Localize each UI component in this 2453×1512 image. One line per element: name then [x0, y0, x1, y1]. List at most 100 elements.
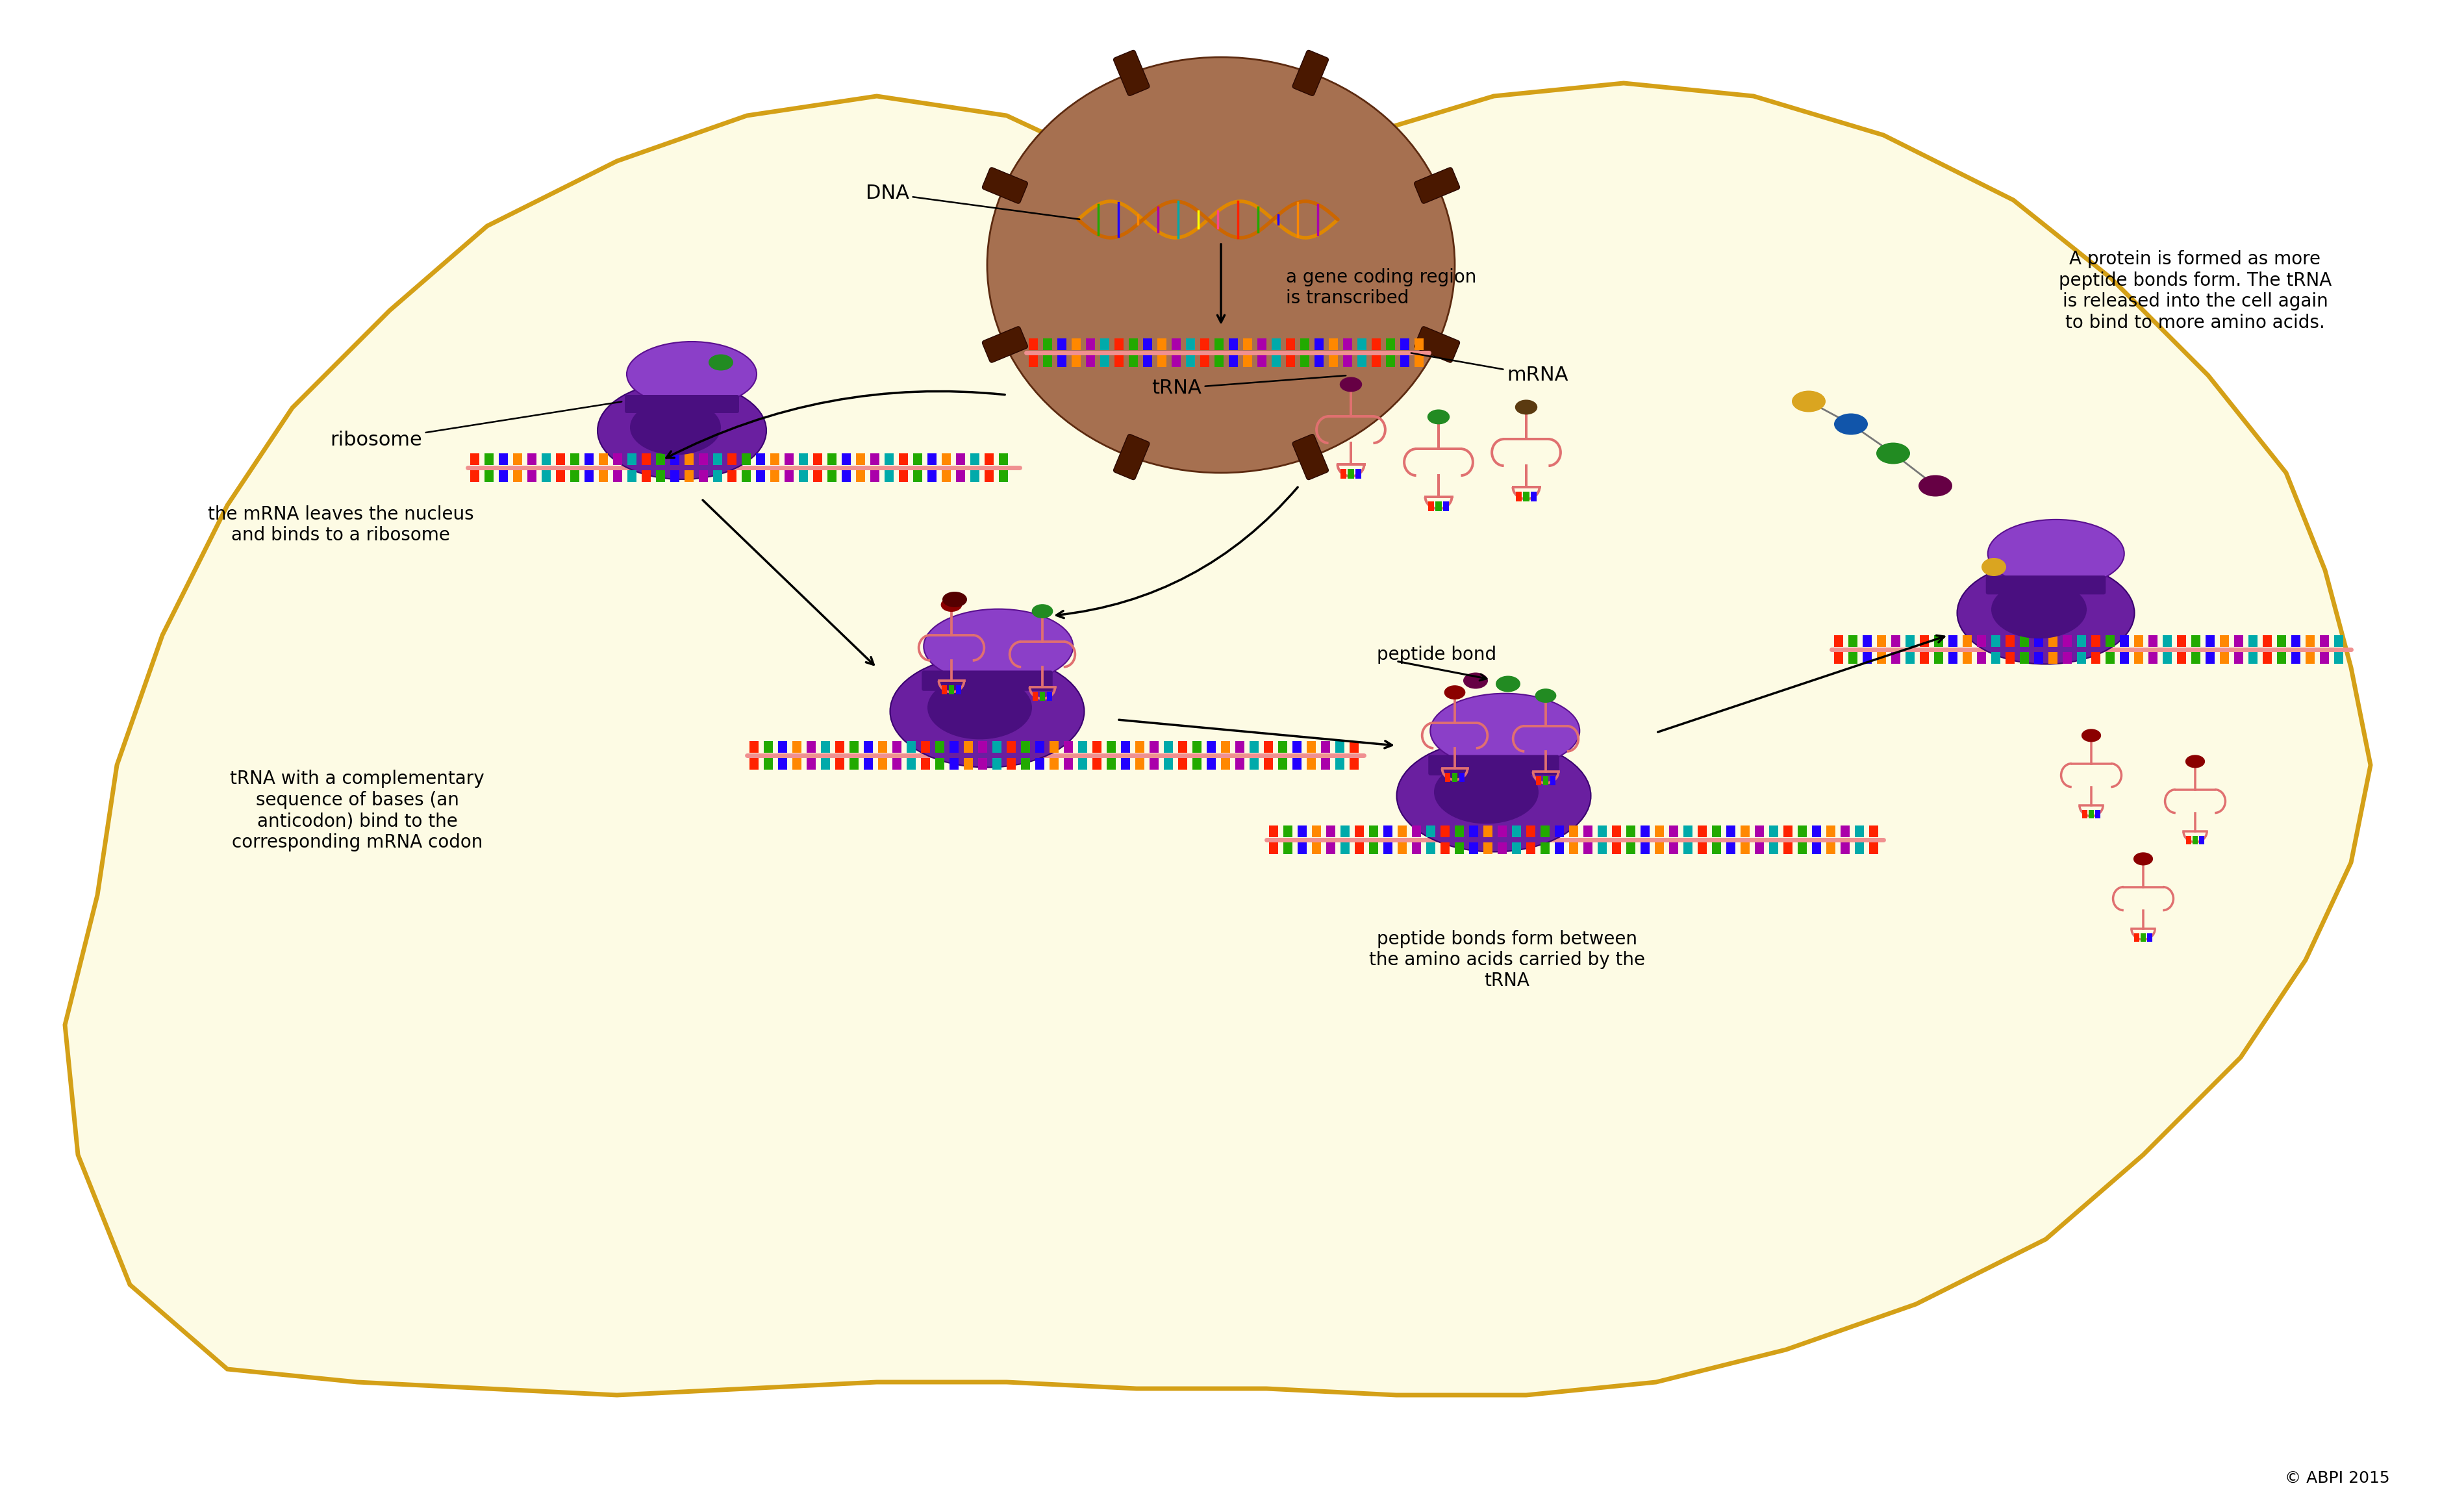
Bar: [841, 454, 851, 466]
Bar: [908, 741, 915, 753]
Bar: [1334, 758, 1344, 770]
Bar: [1214, 339, 1224, 351]
Bar: [964, 758, 974, 770]
Polygon shape: [64, 83, 2370, 1396]
FancyBboxPatch shape: [981, 168, 1028, 204]
Bar: [2034, 635, 2043, 647]
Bar: [1813, 826, 1820, 838]
Bar: [1114, 339, 1123, 351]
Bar: [770, 454, 780, 466]
Bar: [2276, 635, 2286, 647]
Ellipse shape: [2134, 853, 2154, 865]
Bar: [2149, 652, 2159, 664]
Bar: [2134, 933, 2139, 942]
Ellipse shape: [2186, 754, 2205, 768]
Bar: [913, 454, 922, 466]
Bar: [2191, 652, 2200, 664]
Bar: [1263, 741, 1273, 753]
Bar: [1641, 826, 1648, 838]
Bar: [1835, 635, 1842, 647]
Bar: [1612, 842, 1621, 854]
Bar: [1143, 339, 1153, 351]
Bar: [1555, 842, 1565, 854]
Bar: [1727, 826, 1734, 838]
Bar: [1043, 355, 1052, 367]
Bar: [1106, 741, 1116, 753]
Bar: [1921, 652, 1928, 664]
Bar: [1401, 339, 1410, 351]
Bar: [1158, 355, 1168, 367]
Bar: [1300, 339, 1310, 351]
Bar: [1769, 826, 1778, 838]
Ellipse shape: [626, 342, 756, 407]
Bar: [569, 454, 579, 466]
Bar: [1948, 652, 1957, 664]
Bar: [1369, 842, 1379, 854]
Bar: [1499, 826, 1506, 838]
Bar: [1962, 635, 1972, 647]
Bar: [2191, 635, 2200, 647]
Ellipse shape: [1396, 739, 1592, 851]
Bar: [920, 741, 930, 753]
Ellipse shape: [630, 399, 721, 455]
Bar: [1150, 741, 1158, 753]
FancyBboxPatch shape: [626, 395, 738, 413]
Bar: [1293, 758, 1303, 770]
Bar: [1526, 826, 1536, 838]
Bar: [1906, 635, 1916, 647]
Ellipse shape: [1464, 673, 1489, 689]
Bar: [1258, 355, 1266, 367]
Bar: [670, 470, 679, 482]
Ellipse shape: [1987, 520, 2124, 588]
Bar: [827, 454, 836, 466]
Bar: [2306, 635, 2316, 647]
Bar: [2078, 652, 2085, 664]
Bar: [584, 470, 594, 482]
Bar: [1357, 469, 1361, 479]
Bar: [878, 758, 888, 770]
Bar: [1285, 339, 1295, 351]
Bar: [1229, 355, 1239, 367]
Bar: [1413, 826, 1420, 838]
Bar: [1114, 355, 1123, 367]
Bar: [2262, 635, 2271, 647]
Bar: [1163, 741, 1173, 753]
Bar: [1977, 635, 1987, 647]
Bar: [1455, 842, 1464, 854]
Bar: [1550, 776, 1555, 785]
Bar: [1278, 741, 1288, 753]
Bar: [1727, 842, 1734, 854]
Bar: [957, 685, 962, 694]
Bar: [1783, 826, 1793, 838]
Bar: [863, 758, 873, 770]
Bar: [741, 470, 751, 482]
Bar: [729, 454, 736, 466]
Bar: [1369, 826, 1379, 838]
Bar: [1697, 826, 1707, 838]
FancyBboxPatch shape: [1293, 434, 1330, 479]
Bar: [2291, 652, 2301, 664]
Bar: [807, 758, 817, 770]
Bar: [1516, 491, 1521, 502]
Bar: [1383, 842, 1393, 854]
Bar: [1570, 842, 1577, 854]
Bar: [785, 454, 795, 466]
Bar: [1006, 758, 1016, 770]
Bar: [2105, 635, 2114, 647]
FancyBboxPatch shape: [1114, 50, 1150, 95]
Bar: [513, 470, 522, 482]
Ellipse shape: [1957, 562, 2134, 664]
Bar: [1344, 339, 1352, 351]
Bar: [1087, 355, 1094, 367]
Bar: [1200, 355, 1209, 367]
Bar: [1087, 339, 1094, 351]
Bar: [998, 454, 1008, 466]
Bar: [756, 454, 765, 466]
Bar: [1840, 826, 1850, 838]
Bar: [1136, 741, 1146, 753]
Bar: [1582, 842, 1592, 854]
Bar: [1315, 355, 1325, 367]
Ellipse shape: [986, 57, 1455, 473]
Text: peptide bonds form between
the amino acids carried by the
tRNA: peptide bonds form between the amino aci…: [1369, 930, 1646, 990]
Bar: [1327, 842, 1334, 854]
